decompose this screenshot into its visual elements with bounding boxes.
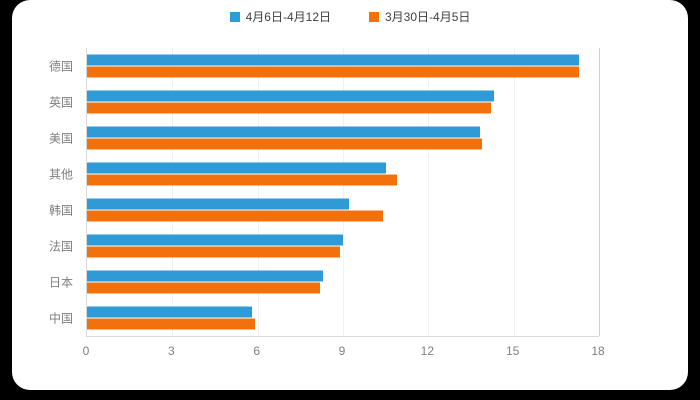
x-tick-label-0: 0: [82, 344, 90, 358]
gridline-x-15: [513, 48, 515, 336]
bar-日本-series2[interactable]: [87, 282, 321, 294]
bar-group-4: 其他: [49, 156, 599, 192]
gridline-x-6: [257, 48, 259, 336]
bar-group-6: 法国: [49, 228, 599, 264]
bar-group-3: 美国: [49, 120, 599, 156]
bar-法国-series1[interactable]: [87, 234, 343, 246]
category-label: 英国: [48, 95, 73, 110]
gridline-x-12: [428, 48, 430, 336]
category-label: 日本: [48, 275, 73, 290]
bar-日本-series1[interactable]: [87, 270, 324, 282]
bar-法国-series2[interactable]: [87, 246, 341, 258]
legend-item-week2[interactable]: 4月6日-4月12日: [229, 8, 331, 25]
bar-韩国-series1[interactable]: [87, 198, 349, 210]
category-label: 法国: [48, 239, 73, 254]
category-label: 美国: [48, 131, 73, 146]
gridline-x-3: [172, 48, 174, 336]
x-tick-label-12: 12: [420, 344, 435, 358]
x-tick-label-15: 15: [505, 344, 520, 358]
bar-group-8: 中国: [49, 300, 599, 336]
legend-label-week2: 4月6日-4月12日: [245, 10, 331, 24]
x-axis: 0 3 6 9 12 15 18: [82, 340, 605, 360]
category-label: 韩国: [48, 203, 73, 218]
bar-group-1: 德国: [49, 48, 599, 84]
bar-chart: 德国英国美国其他韩国法国日本中国 0 3 6 9 12 15 18: [12, 40, 688, 390]
bar-中国-series1[interactable]: [87, 306, 252, 318]
x-tick-label-3: 3: [167, 344, 175, 358]
bar-group-5: 韩国: [49, 192, 599, 228]
bar-其他-series2[interactable]: [87, 174, 398, 186]
bar-group-2: 英国: [49, 84, 599, 120]
category-label: 中国: [48, 311, 73, 326]
legend-swatch-orange: [369, 11, 379, 22]
x-tick-label-6: 6: [253, 344, 260, 358]
plot-area: 德国英国美国其他韩国法国日本中国: [49, 48, 600, 337]
category-label: 德国: [48, 59, 73, 74]
bar-韩国-series2[interactable]: [87, 210, 383, 222]
bar-英国-series2[interactable]: [87, 102, 491, 114]
bar-德国-series2[interactable]: [87, 66, 580, 78]
bar-group-7: 日本: [49, 264, 599, 300]
bar-英国-series1[interactable]: [87, 90, 494, 102]
legend-label-week1: 3月30日-4月5日: [385, 10, 471, 24]
category-label: 其他: [48, 167, 73, 182]
bar-中国-series2[interactable]: [87, 318, 255, 330]
x-tick-label-18: 18: [591, 344, 605, 358]
chart-panel: 4月6日-4月12日 3月30日-4月5日 德国英国美国其他韩国法国日本中国 0…: [12, 0, 688, 390]
x-tick-label-9: 9: [338, 344, 346, 358]
bar-美国-series1[interactable]: [87, 126, 480, 138]
bar-德国-series1[interactable]: [87, 54, 580, 66]
bar-其他-series1[interactable]: [87, 162, 386, 174]
legend-swatch-blue: [229, 11, 240, 22]
bar-美国-series2[interactable]: [87, 138, 483, 150]
legend: 4月6日-4月12日 3月30日-4月5日: [12, 8, 688, 25]
legend-item-week1[interactable]: 3月30日-4月5日: [369, 8, 470, 25]
gridline-x-9: [343, 48, 344, 336]
gridline-x-18: [599, 48, 600, 336]
